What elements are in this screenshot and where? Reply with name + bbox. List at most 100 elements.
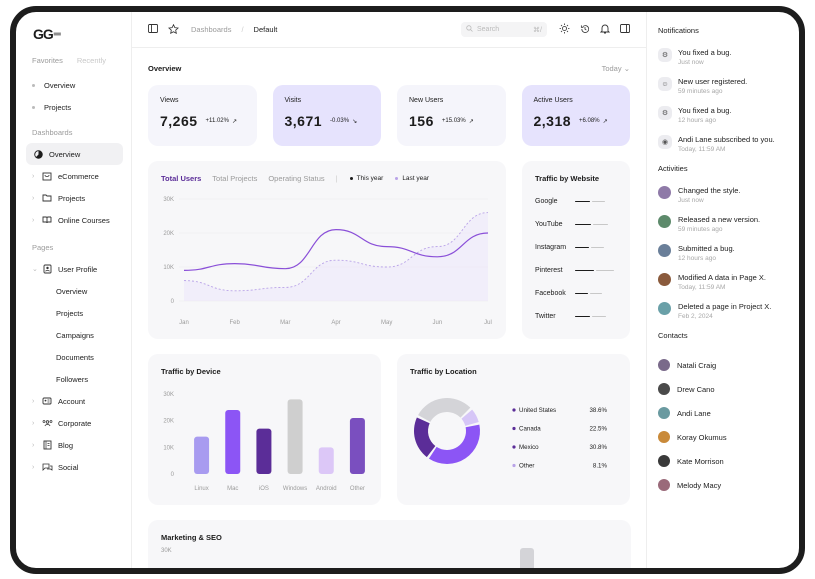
tab-recently[interactable]: Recently: [76, 56, 107, 65]
activity-item[interactable]: Released a new version. 59 minutes ago: [658, 215, 799, 235]
activity-item[interactable]: Changed the style. Just now: [658, 186, 799, 206]
x-tick-label: Android: [316, 486, 337, 492]
y-tick-label: 20K: [163, 231, 174, 237]
sidebar-subitem[interactable]: Followers: [16, 368, 131, 390]
sidebar-item-corporate[interactable]: › Corporate: [16, 412, 131, 434]
tab-total-projects[interactable]: Total Projects: [212, 174, 258, 183]
activity-time: 12 hours ago: [678, 255, 716, 262]
search-input[interactable]: Search ⌘/: [461, 22, 547, 37]
contact-item[interactable]: Kate Morrison: [658, 449, 799, 473]
contact-item[interactable]: Natali Craig: [658, 353, 799, 377]
notification-item[interactable]: ☺ New user registered. 59 minutes ago: [658, 77, 799, 97]
dashboards-heading: Dashboards: [32, 128, 73, 137]
website-label: Twitter: [535, 313, 556, 320]
notification-text: You fixed a bug.: [678, 48, 732, 57]
activity-item[interactable]: Submitted a bug. 12 hours ago: [658, 244, 799, 264]
sidebar-item-blog[interactable]: › Blog: [16, 434, 131, 456]
shopping-bag-icon: [41, 171, 53, 181]
logo-mark: ═: [53, 28, 61, 40]
sidebar-item-overview[interactable]: Overview: [26, 143, 123, 165]
star-icon[interactable]: [168, 23, 179, 36]
breadcrumb-separator: /: [241, 25, 244, 34]
contact-name: Drew Cano: [677, 384, 715, 394]
breadcrumb-dashboards[interactable]: Dashboards: [191, 25, 232, 34]
sidebar-item-label: Account: [58, 396, 86, 406]
website-bars: [575, 269, 614, 272]
donut-slice: [414, 417, 436, 458]
notifications-title: Notifications: [658, 26, 699, 35]
legend-dot: [512, 445, 516, 449]
sidebar-subitem[interactable]: Projects: [16, 302, 131, 324]
activity-time: Feb 2, 2024: [678, 313, 713, 320]
sidebar-item-ecommerce[interactable]: › eCommerce: [16, 165, 131, 187]
tab-total-users[interactable]: Total Users: [161, 174, 202, 183]
users-chart-panel: Total Users Total Projects Operating Sta…: [148, 161, 506, 339]
contact-item[interactable]: Drew Cano: [658, 377, 799, 401]
range-select[interactable]: Today ⌄: [602, 64, 630, 73]
notification-item[interactable]: ⚙ You fixed a bug. Just now: [658, 48, 799, 68]
legend-value: 22.5%: [589, 426, 607, 433]
bar: [318, 447, 334, 474]
notification-text: Andi Lane subscribed to you.: [678, 135, 775, 144]
sidebar-subitem[interactable]: Overview: [16, 280, 131, 302]
sidebar-subitem[interactable]: Campaigns: [16, 324, 131, 346]
contact-item[interactable]: Andi Lane: [658, 401, 799, 425]
avatar: [658, 383, 670, 395]
avatar: [658, 359, 670, 371]
contact-item[interactable]: Melody Macy: [658, 473, 799, 497]
favorite-label: Projects: [44, 102, 72, 112]
sidebar-item-social[interactable]: › Social: [16, 456, 131, 478]
sidebar-item-projects[interactable]: › Projects: [16, 187, 131, 209]
x-tick-label: iOS: [259, 486, 269, 492]
contact-name: Melody Macy: [677, 480, 722, 490]
x-tick-label: Linux: [194, 486, 208, 492]
sidebar-toggle-icon[interactable]: [148, 24, 158, 35]
logo[interactable]: GG ═: [33, 26, 131, 42]
chevron-right-icon: ›: [32, 216, 35, 224]
favorite-item[interactable]: Projects: [32, 96, 131, 118]
breadcrumb-current: Default: [253, 25, 278, 34]
sun-icon[interactable]: [559, 23, 570, 36]
website-bar-rest: [592, 315, 606, 318]
activity-text-group: Submitted a bug. 12 hours ago: [678, 244, 735, 264]
bell-icon[interactable]: [599, 23, 611, 36]
bar: [256, 428, 272, 474]
contact-item[interactable]: Koray Okumus: [658, 425, 799, 449]
traffic-device-panel: Traffic by Device 0 10K 20K 30K Linux Mac iOS W…: [148, 354, 381, 505]
tab-operating-status[interactable]: Operating Status: [268, 174, 325, 183]
bullet-icon: [32, 83, 35, 87]
notification-item[interactable]: ◉ Andi Lane subscribed to you. Today, 11:5…: [658, 135, 799, 155]
marketing-ytick: 30K: [161, 548, 172, 554]
panel-toggle-icon[interactable]: [620, 24, 630, 35]
sidebar-item-user-profile[interactable]: ⌄ User Profile: [16, 258, 131, 280]
bullet-icon: [32, 105, 35, 109]
activity-text: Changed the style.: [678, 186, 741, 195]
activity-text-group: Changed the style. Just now: [678, 186, 741, 206]
favorite-item[interactable]: Overview: [32, 74, 131, 96]
contact-name: Koray Okumus: [677, 432, 727, 442]
history-icon[interactable]: [580, 24, 590, 36]
website-label: Instagram: [535, 244, 567, 251]
stat-card-visits: Visits 3,671 -0.03% ↘: [272, 85, 381, 146]
sidebar-item-label: User Profile: [58, 264, 98, 274]
book-open-icon: [41, 215, 53, 225]
sidebar-item-online-courses[interactable]: › Online Courses: [16, 209, 131, 231]
x-tick-label: Apr: [331, 320, 340, 326]
notification-item[interactable]: ⚙ You fixed a bug. 12 hours ago: [658, 106, 799, 126]
sidebar-subitem[interactable]: Documents: [16, 346, 131, 368]
legend-dot: [512, 463, 516, 468]
activity-text-group: Deleted a page in Project X. Feb 2, 2024: [678, 302, 771, 322]
traffic-location-panel: Traffic by Location United States 38.6% Ca…: [397, 354, 630, 505]
search-shortcut: ⌘/: [533, 26, 542, 34]
tab-favorites[interactable]: Favorites: [32, 56, 63, 65]
x-tick-label: Jun: [432, 320, 442, 326]
notification-text-group: You fixed a bug. Just now: [678, 48, 732, 68]
activity-item[interactable]: Deleted a page in Project X. Feb 2, 2024: [658, 302, 799, 322]
activity-item[interactable]: Modified A data in Page X. Today, 11:59 A…: [658, 273, 799, 293]
bug-icon: ⚙: [658, 106, 672, 120]
sidebar-subitem-label: Followers: [56, 374, 89, 384]
sidebar-item-label: Blog: [58, 440, 74, 450]
y-tick-label: 20K: [163, 419, 174, 425]
contact-name: Natali Craig: [677, 360, 717, 370]
sidebar-item-account[interactable]: › Account: [16, 390, 131, 412]
